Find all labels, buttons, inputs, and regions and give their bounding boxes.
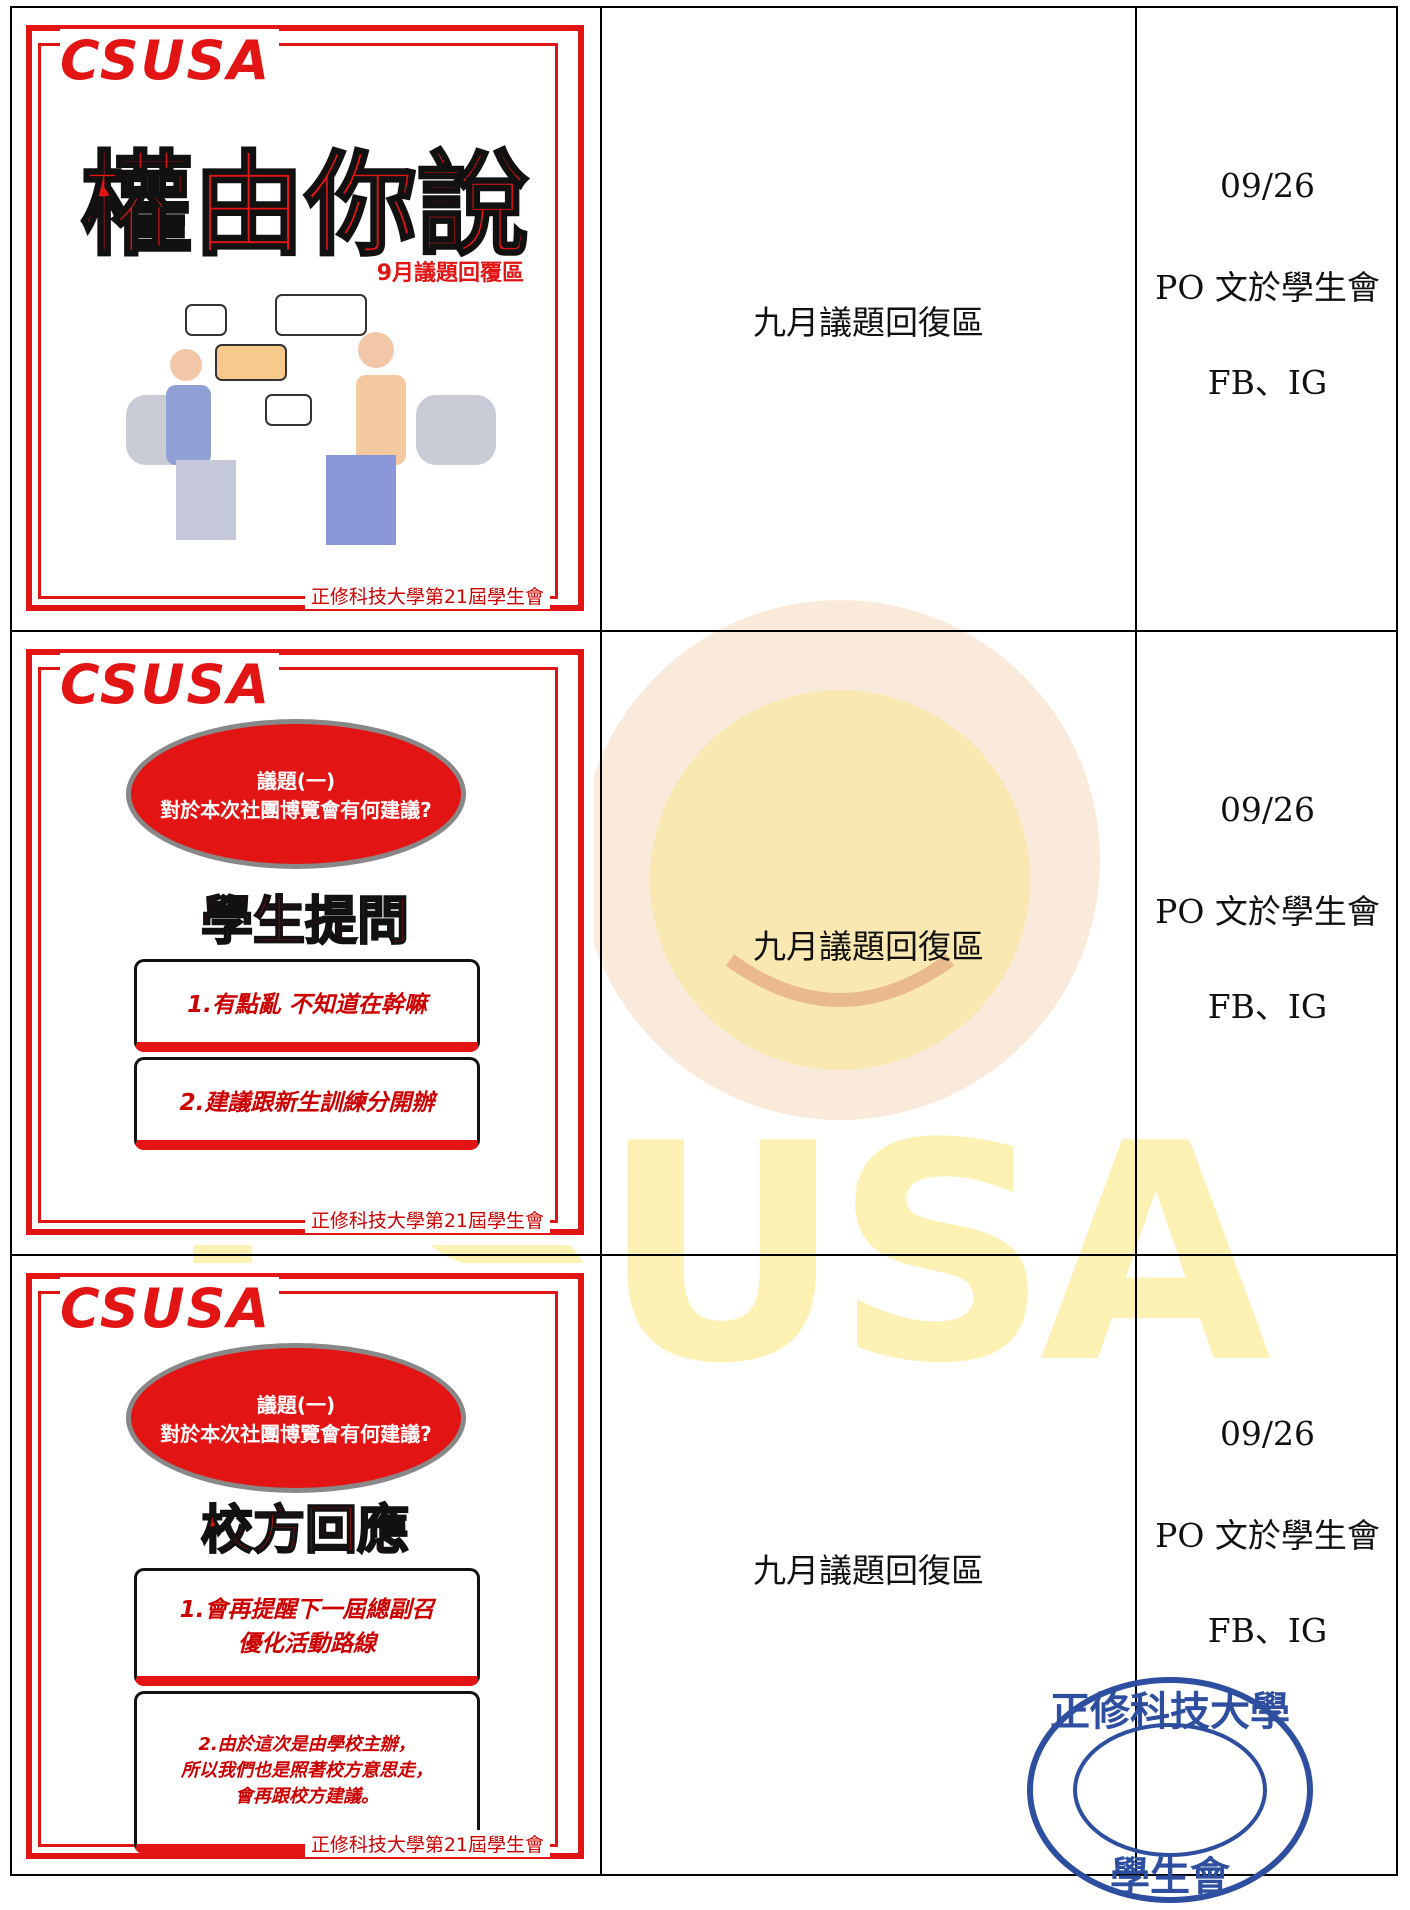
seal-bottom: 學生會 xyxy=(1110,1853,1231,1900)
poster-subtitle: 9月議題回覆區 xyxy=(376,261,524,286)
column-rule xyxy=(1135,6,1137,1876)
column-rule xyxy=(600,6,602,1876)
seal: 正修科技大學 學生會 xyxy=(1027,1677,1313,1903)
item-box: 1.會再提醒下一屆總副召 優化活動路線 xyxy=(134,1568,480,1686)
date: 09/26 xyxy=(1219,1414,1316,1453)
bubble-text: 對於本次社團博覽會有何建議? xyxy=(160,1422,432,1446)
poster-title: 權由你說 xyxy=(80,140,531,273)
topic: 九月議題回復區 xyxy=(753,1551,984,1590)
poster: CSUSA 議題(一) 對於本次社團博覽會有何建議? 校方回應 1.會再提醒下一屆總副召… xyxy=(16,1263,594,1869)
item-text: 1.有點亂 不知道在幹嘛 xyxy=(187,992,427,1018)
bubble-text: 議題(一) xyxy=(256,769,336,793)
speech-bubble: 議題(一) 對於本次社團博覽會有何建議? xyxy=(126,1343,466,1493)
poster-logo: CSUSA xyxy=(60,1277,280,1340)
poster-footer: 正修科技大學第21屆學生會 xyxy=(304,1830,550,1857)
watermark-lion xyxy=(580,600,1100,1120)
row-rule xyxy=(10,1254,1398,1256)
platform: FB、IG xyxy=(1207,987,1328,1026)
bubble-text: 對於本次社團博覽會有何建議? xyxy=(160,798,432,822)
item-text: 2.由於這次是由學校主辦， xyxy=(198,1734,416,1755)
poster-logo: CSUSA xyxy=(60,653,280,716)
post-note: PO 文於學生會 xyxy=(1155,892,1380,931)
poster-heading: 學生提問 xyxy=(200,891,410,953)
topic: 九月議題回復區 xyxy=(753,303,984,342)
item-text: 所以我們也是照著校方意思走， xyxy=(181,1760,433,1781)
post-note: PO 文於學生會 xyxy=(1155,268,1380,307)
date: 09/26 xyxy=(1219,790,1316,829)
row-rule xyxy=(10,630,1398,632)
table xyxy=(10,6,1398,1876)
platform: FB、IG xyxy=(1207,1611,1328,1650)
poster-frame xyxy=(38,667,558,1223)
seal-top: 正修科技大學 xyxy=(1050,1688,1290,1735)
illustration xyxy=(126,294,496,545)
poster-footer: 正修科技大學第21屆學生會 xyxy=(304,1206,550,1233)
bubble-text: 議題(一) xyxy=(256,1393,336,1417)
item-box: 2.建議跟新生訓練分開辦 xyxy=(134,1057,480,1150)
date: 09/26 xyxy=(1219,166,1316,205)
topic: 九月議題回復區 xyxy=(753,927,984,966)
item-text: 2.建議跟新生訓練分開辦 xyxy=(179,1090,435,1116)
poster: CSUSA 權由你說 9月議題回覆區正修科技大學第21屆學生會 xyxy=(16,15,594,621)
poster: CSUSA 議題(一) 對於本次社團博覽會有何建議? 學生提問 1.有點亂 不知道在幹嘛… xyxy=(16,639,594,1245)
poster-frame xyxy=(38,43,558,599)
item-text: 優化活動路線 xyxy=(238,1630,376,1657)
item-text: 1.會再提醒下一屆總副召 xyxy=(179,1596,435,1623)
platform: FB、IG xyxy=(1207,363,1328,402)
speech-bubble: 議題(一) 對於本次社團博覽會有何建議? xyxy=(126,719,466,869)
poster-footer: 正修科技大學第21屆學生會 xyxy=(304,582,550,609)
poster-heading: 校方回應 xyxy=(200,1500,410,1562)
poster-logo: CSUSA xyxy=(60,29,280,92)
post-note: PO 文於學生會 xyxy=(1155,1516,1380,1555)
item-box: 1.有點亂 不知道在幹嘛 xyxy=(134,959,480,1052)
item-text: 會再跟校方建議。 xyxy=(235,1786,379,1807)
